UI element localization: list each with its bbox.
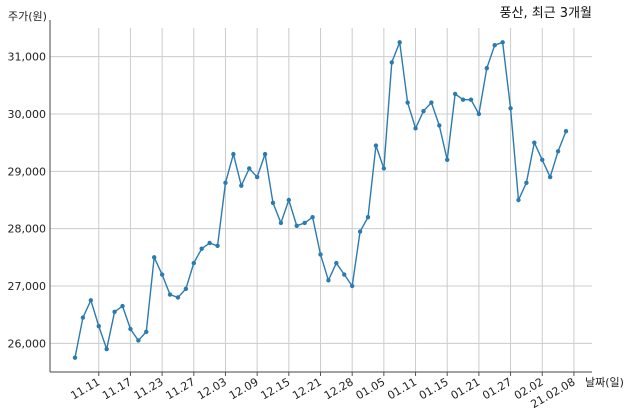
price-point (191, 260, 196, 266)
price-point (524, 180, 529, 185)
y-tick-label: 29,000 (8, 165, 47, 178)
price-point (310, 215, 315, 220)
price-point (334, 260, 339, 266)
x-tick-label: 11.11 (68, 375, 102, 402)
price-point (405, 100, 410, 105)
price-point (445, 157, 450, 163)
price-point (247, 166, 252, 171)
price-point (136, 338, 141, 343)
price-point (207, 240, 212, 246)
price-point (286, 197, 292, 203)
price-point (151, 255, 157, 260)
price-point (468, 97, 474, 102)
price-point (429, 100, 434, 105)
x-tick-label: 12.21 (290, 375, 324, 402)
y-tick-label: 26,000 (8, 337, 47, 350)
price-point (159, 272, 165, 277)
price-point (326, 278, 331, 283)
price-point (421, 108, 426, 114)
price-point (128, 326, 133, 332)
price-point (540, 157, 545, 163)
price-point (555, 149, 561, 154)
y-tick-label: 28,000 (8, 223, 47, 236)
price-point (96, 323, 101, 329)
price-point (516, 197, 521, 203)
price-point (278, 220, 284, 226)
x-tick-label: 11.17 (100, 375, 134, 402)
price-point (302, 220, 307, 226)
price-point (72, 355, 78, 360)
x-tick-label: 11.23 (132, 375, 166, 402)
x-tick-label: 01.27 (480, 375, 514, 402)
price-point (484, 65, 490, 71)
price-point (104, 346, 109, 352)
price-point (460, 97, 466, 102)
x-tick-label: 01.05 (354, 375, 388, 402)
price-point (294, 223, 299, 228)
price-point (167, 292, 173, 297)
chart-title: 풍산, 최근 3개월 (500, 6, 592, 21)
price-point (270, 200, 276, 206)
price-point (365, 215, 371, 220)
price-point (199, 246, 204, 251)
x-tick-label: 01.11 (385, 375, 419, 402)
tick-labels: 26,000 27,000 28,000 29,000 30,000 31,000 11.1… (8, 51, 578, 411)
x-tick-label: 01.15 (417, 375, 451, 402)
price-point (492, 43, 497, 48)
price-point (80, 315, 86, 320)
price-point (563, 129, 569, 134)
price-point (144, 329, 149, 335)
grid-lines (50, 28, 592, 372)
price-point (88, 298, 94, 303)
x-tick-label: 12.28 (322, 375, 356, 402)
price-point (452, 91, 458, 97)
y-tick-label: 31,000 (8, 51, 47, 64)
price-point (239, 183, 244, 188)
price-point (318, 252, 323, 257)
y-tick-label: 30,000 (8, 108, 47, 121)
price-point (112, 309, 117, 314)
price-point (381, 166, 387, 171)
price-point (532, 140, 537, 145)
price-point (413, 126, 418, 131)
x-tick-label: 12.15 (259, 375, 293, 402)
axes (49, 20, 592, 376)
price-point (215, 243, 220, 249)
price-point (389, 60, 394, 65)
x-tick-label: 11.27 (164, 375, 198, 402)
price-point (254, 174, 260, 180)
price-series (72, 39, 569, 360)
x-tick-label: 12.09 (227, 375, 261, 402)
y-tick-label: 27,000 (8, 280, 47, 293)
price-point (223, 180, 228, 185)
price-point (349, 283, 355, 289)
x-axis-title: 날짜(일) (585, 375, 624, 389)
price-point (508, 106, 513, 111)
x-tick-label: 01.21 (449, 375, 483, 402)
price-point (183, 286, 189, 292)
price-point (231, 151, 236, 157)
y-axis-title: 주가(원) (8, 10, 47, 23)
price-point (175, 295, 181, 300)
price-point (357, 229, 363, 234)
x-tick-label: 12.03 (195, 375, 229, 402)
price-point (476, 111, 482, 117)
price-point (120, 303, 125, 309)
price-point (547, 174, 553, 180)
price-point (437, 123, 442, 128)
price-point (397, 40, 402, 45)
price-point (342, 272, 347, 277)
price-point (262, 151, 268, 157)
price-point (500, 40, 505, 45)
price-point (373, 143, 379, 148)
